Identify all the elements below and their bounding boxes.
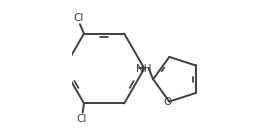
Text: O: O	[164, 97, 172, 107]
Text: Cl: Cl	[73, 13, 84, 23]
Text: NH: NH	[136, 64, 152, 73]
Text: Cl: Cl	[76, 114, 86, 124]
